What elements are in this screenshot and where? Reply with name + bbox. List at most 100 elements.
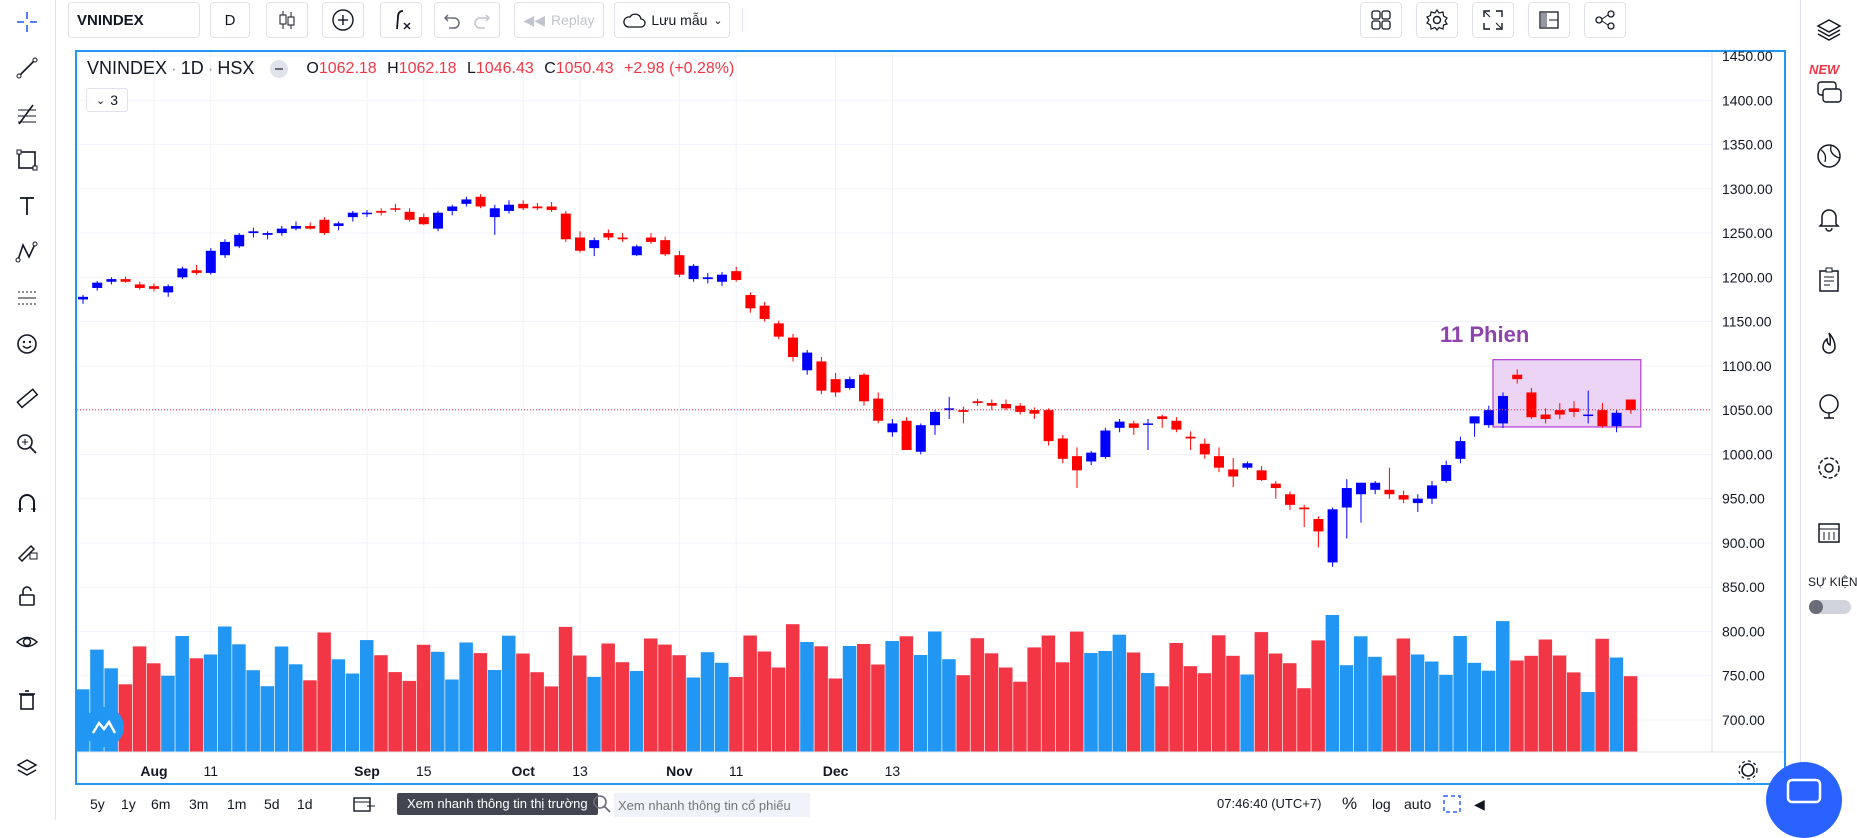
right-sidebar: NEW SỰ KIỆN	[1800, 0, 1857, 820]
save-template-button[interactable]: Lưu mẫu ⌄	[614, 2, 730, 38]
chart-type-button[interactable]	[266, 2, 308, 38]
text-icon[interactable]	[9, 188, 45, 224]
fullscreen-icon	[1483, 10, 1503, 30]
log-toggle[interactable]: log	[1372, 796, 1391, 812]
grid-icon	[1371, 10, 1391, 30]
legend-c-label: C	[544, 59, 556, 77]
range-1y[interactable]: 1y	[121, 796, 136, 812]
redo-icon[interactable]	[473, 10, 493, 30]
replay-button[interactable]: ◀◀ Replay	[514, 2, 604, 38]
trend-line-icon[interactable]	[9, 50, 45, 86]
chevron-down-icon: ⌄	[95, 94, 106, 107]
ruler-icon[interactable]	[9, 380, 45, 416]
trash-icon[interactable]	[9, 682, 45, 718]
legend-l-label: L	[467, 59, 476, 77]
range-5y[interactable]: 5y	[90, 796, 105, 812]
annotation-label[interactable]: 11 Phien	[1440, 322, 1530, 347]
settings-button[interactable]	[1416, 2, 1458, 38]
cloud-icon	[623, 13, 646, 28]
alert-button[interactable]	[380, 2, 422, 38]
magnet-icon[interactable]	[9, 486, 45, 522]
earth-icon[interactable]	[1811, 388, 1847, 424]
toolbar-divider	[742, 8, 743, 32]
range-1d[interactable]: 1d	[297, 796, 313, 812]
flame-icon[interactable]	[1811, 326, 1847, 362]
forecast-icon[interactable]	[9, 280, 45, 316]
market-info-label: Xem nhanh thông tin thị trường	[407, 796, 588, 811]
legend-o-value: 1062.18	[318, 59, 377, 77]
function-icon	[396, 10, 411, 30]
search-icon	[593, 795, 611, 813]
legend-interval: 1D	[180, 58, 204, 78]
layers-icon[interactable]	[9, 750, 45, 786]
bell-icon[interactable]	[1811, 200, 1847, 236]
minus-icon	[275, 67, 284, 70]
chart-legend: VNINDEX · 1D · HSX O1062.18 H1062.18 L10…	[87, 58, 734, 79]
news-icon[interactable]	[1811, 262, 1847, 298]
fullscreen-button[interactable]	[1472, 2, 1514, 38]
emoji-icon[interactable]	[9, 326, 45, 362]
gear-icon	[1426, 8, 1448, 31]
auto-toggle[interactable]: auto	[1404, 796, 1432, 812]
legend-h-value: 1062.18	[398, 59, 457, 77]
legend-exchange: HSX	[217, 58, 255, 78]
interval-button[interactable]: D	[210, 2, 250, 38]
share-button[interactable]	[1584, 2, 1626, 38]
indicator-toggle[interactable]: ⌄ 3	[86, 88, 128, 112]
range-3m[interactable]: 3m	[189, 796, 209, 812]
save-label: Lưu mẫu	[651, 12, 708, 28]
chevron-down-icon: ⌄	[713, 14, 723, 27]
logo-icon	[84, 707, 124, 747]
market-info-button[interactable]: Xem nhanh thông tin thị trường	[397, 793, 598, 815]
chat-bubble-icon	[1786, 778, 1822, 804]
rectangle-icon[interactable]	[9, 142, 45, 178]
toggle-knob	[1809, 600, 1823, 614]
rewind-icon: ◀◀	[523, 11, 545, 28]
event-label: SỰ KIỆN	[1808, 575, 1857, 589]
share-icon	[1595, 10, 1615, 30]
layout-icon	[1539, 11, 1559, 29]
range-6m[interactable]: 6m	[151, 796, 171, 812]
legend-c-value: 1050.43	[555, 59, 614, 77]
layout-button[interactable]	[1528, 2, 1570, 38]
zoom-in-icon[interactable]	[9, 426, 45, 462]
fit-screen-icon[interactable]	[1442, 794, 1462, 814]
legend-l-value: 1046.43	[475, 59, 534, 77]
layout-grid-button[interactable]	[1360, 2, 1402, 38]
candles-icon	[279, 11, 295, 29]
unlock-icon[interactable]	[9, 578, 45, 614]
clock-time: 07:46:40 (UTC+7)	[1217, 796, 1322, 811]
lock-drawing-icon[interactable]	[9, 532, 45, 568]
globe-icon[interactable]	[1811, 138, 1847, 174]
event-toggle[interactable]	[1809, 600, 1851, 614]
symbol-label: VNINDEX	[77, 11, 144, 29]
legend-dot-1: ·	[171, 58, 177, 78]
stock-search-input[interactable]	[614, 793, 810, 817]
legend-change: +2.98 (+0.28%)	[624, 59, 735, 77]
chat-icon[interactable]	[1811, 74, 1847, 110]
symbol-search[interactable]: VNINDEX	[68, 2, 200, 38]
collapse-left-icon[interactable]: ◀	[1474, 796, 1485, 812]
settings-gear-icon[interactable]	[1811, 450, 1847, 486]
legend-o-label: O	[306, 59, 319, 77]
date-range-icon[interactable]	[352, 795, 376, 813]
calculator-icon[interactable]	[1811, 514, 1847, 550]
watchlist-layers-icon[interactable]	[1811, 12, 1847, 48]
legend-collapse-icon[interactable]	[270, 59, 289, 78]
pattern-icon[interactable]	[9, 234, 45, 270]
legend-dot-2: ·	[207, 58, 214, 78]
range-5d[interactable]: 5d	[264, 796, 280, 812]
range-1m[interactable]: 1m	[227, 796, 247, 812]
legend-h-label: H	[387, 59, 399, 77]
chat-bubble-button[interactable]	[1766, 762, 1842, 838]
eye-icon[interactable]	[9, 624, 45, 660]
top-toolbar: VNINDEX D ◀◀ Replay Lưu mẫu ⌄	[62, 0, 1798, 42]
undo-icon[interactable]	[441, 10, 461, 30]
crosshair-icon[interactable]	[9, 4, 45, 40]
legend-symbol: VNINDEX	[87, 58, 168, 78]
fib-tools-icon[interactable]	[9, 96, 45, 132]
undo-redo-group	[434, 2, 500, 38]
indicators-button[interactable]	[322, 2, 364, 38]
percent-toggle[interactable]: %	[1342, 794, 1358, 813]
indicator-count: 3	[110, 92, 118, 108]
